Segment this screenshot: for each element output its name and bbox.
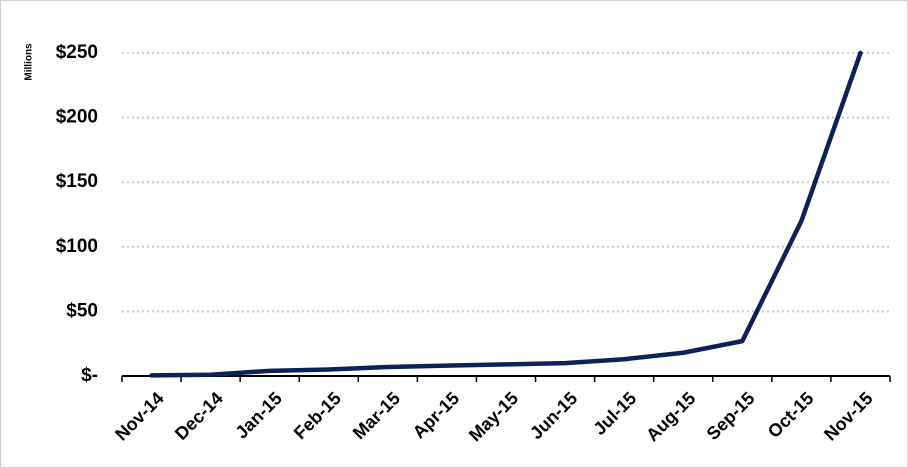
y-tick-label: $150 (56, 171, 98, 192)
y-tick-label: $- (81, 365, 98, 386)
y-tick-label: $200 (56, 107, 98, 128)
data-line (149, 50, 863, 378)
y-tick-label: $50 (66, 300, 98, 321)
y-tick-label: $100 (56, 236, 98, 257)
y-tick-label: $250 (56, 42, 98, 63)
y-axis-label: Millions (24, 43, 35, 81)
